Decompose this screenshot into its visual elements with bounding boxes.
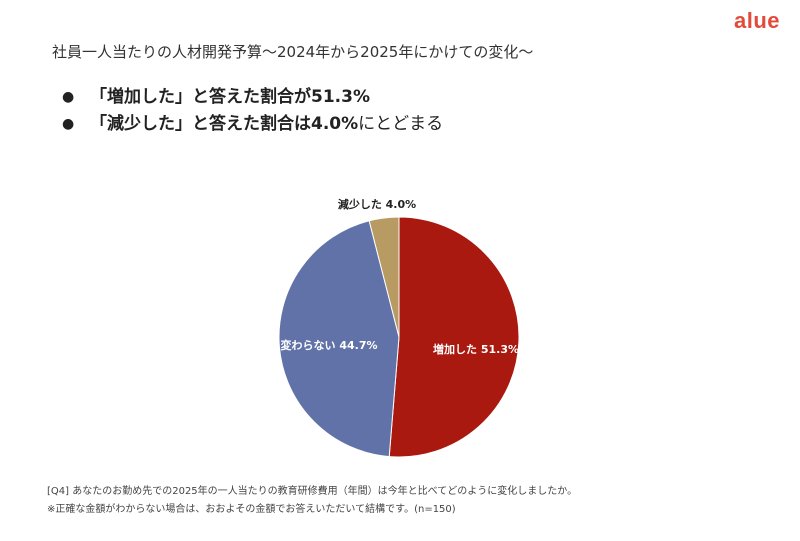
page-title: 社員一人当たりの人材開発予算～2024年から2025年にかけての変化～ bbox=[52, 43, 534, 61]
footnotes: [Q4] あなたのお勤め先での2025年の一人当たりの教育研修費用（年間）は今年… bbox=[47, 483, 577, 519]
pie-data-label-2: 減少した 4.0% bbox=[338, 197, 416, 211]
bullet-icon: ● bbox=[62, 89, 75, 105]
brand-logo: alue bbox=[734, 8, 781, 33]
footnote-question: [Q4] あなたのお勤め先での2025年の一人当たりの教育研修費用（年間）は今年… bbox=[47, 486, 578, 497]
finding-increase: ● 「増加した」と答えた割合が51.3% bbox=[62, 84, 443, 111]
finding-decrease-text: 「減少した」と答えた割合は4.0% bbox=[90, 114, 359, 134]
pie-slice-0 bbox=[388, 216, 520, 458]
key-findings: ● 「増加した」と答えた割合が51.3% ● 「減少した」と答えた割合は4.0%… bbox=[62, 84, 443, 138]
finding-decrease: ● 「減少した」と答えた割合は4.0% にとどまる bbox=[62, 111, 443, 138]
pie-slice-1 bbox=[278, 220, 400, 458]
pie-slice-2 bbox=[368, 216, 400, 338]
footnote-note: ※正確な金額がわからない場合は、おおよその金額でお答えいただいて結構です。(n=… bbox=[47, 504, 456, 515]
finding-increase-text: 「増加した」と答えた割合が51.3% bbox=[90, 87, 370, 107]
finding-decrease-suffix: にとどまる bbox=[358, 114, 444, 134]
pie-data-label-0: 増加した 51.3% bbox=[433, 342, 519, 356]
pie-data-label-1: 変わらない 44.7% bbox=[281, 338, 378, 352]
bullet-icon: ● bbox=[62, 116, 75, 132]
